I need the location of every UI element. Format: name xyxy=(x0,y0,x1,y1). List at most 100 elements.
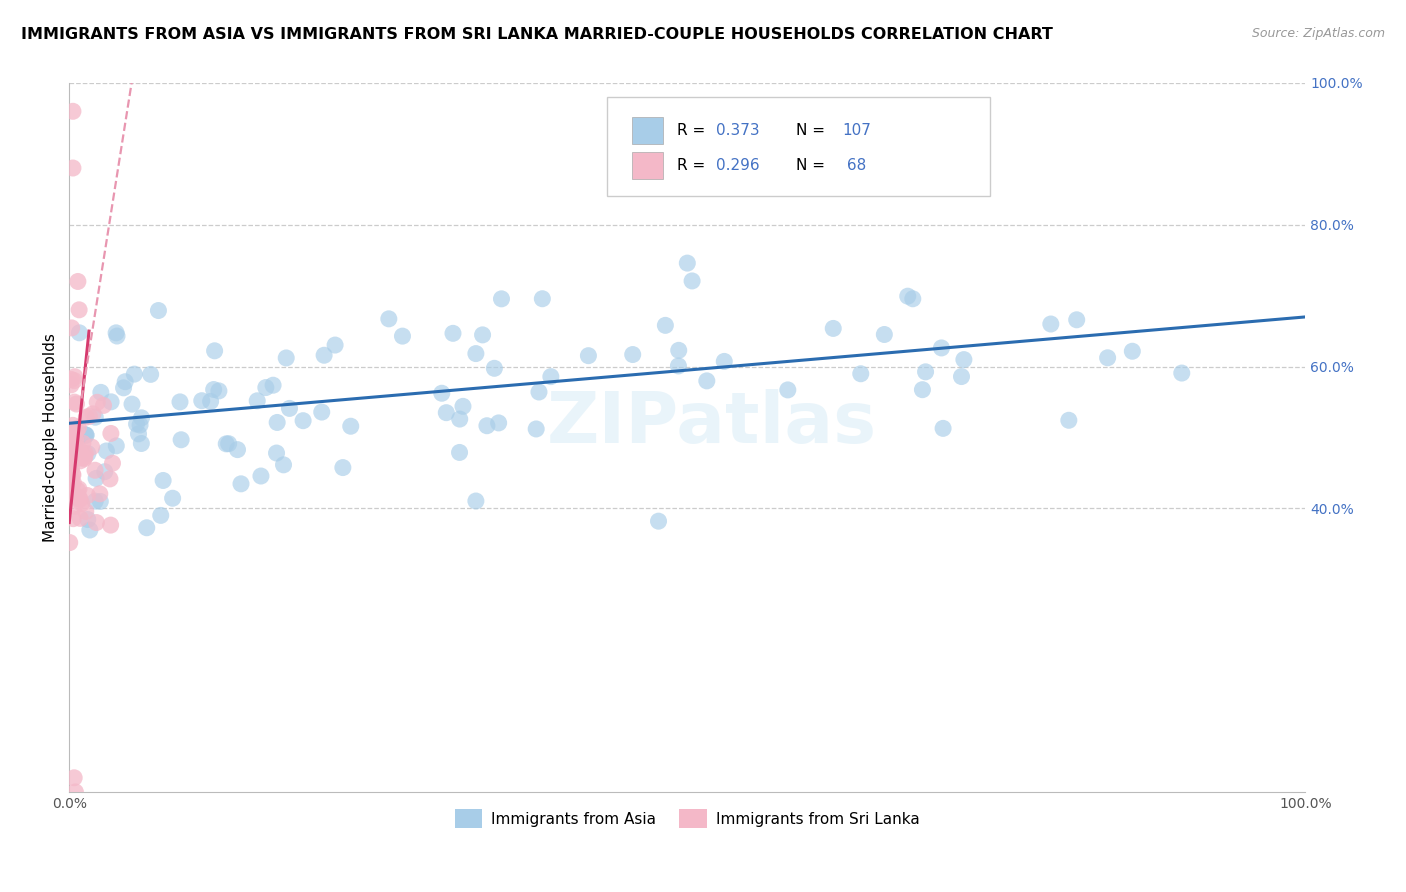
Point xyxy=(449,412,471,426)
Point xyxy=(254,380,277,394)
Point xyxy=(250,469,273,483)
Point xyxy=(75,428,97,442)
Point xyxy=(464,346,486,360)
Point xyxy=(125,417,148,431)
Point xyxy=(84,471,107,485)
Point xyxy=(63,374,86,388)
Point xyxy=(430,386,453,401)
Point xyxy=(67,442,90,456)
Legend: Immigrants from Asia, Immigrants from Sri Lanka: Immigrants from Asia, Immigrants from Sr… xyxy=(449,803,927,834)
Point xyxy=(67,326,90,340)
Point xyxy=(63,500,86,514)
Point xyxy=(873,327,896,342)
Point xyxy=(1097,351,1119,365)
Point xyxy=(914,365,936,379)
Point xyxy=(218,436,240,450)
Point xyxy=(86,516,108,530)
Point xyxy=(776,383,799,397)
Point xyxy=(59,535,82,549)
Point xyxy=(60,472,83,486)
Point xyxy=(713,354,735,368)
Point xyxy=(696,374,718,388)
Point xyxy=(65,489,87,503)
Point xyxy=(311,405,333,419)
Point xyxy=(60,461,83,475)
Point xyxy=(84,463,107,477)
Point xyxy=(62,511,84,525)
Point xyxy=(200,394,222,409)
Point xyxy=(59,432,82,446)
Point xyxy=(59,487,82,501)
Point xyxy=(65,785,87,799)
Point xyxy=(292,414,315,428)
Point xyxy=(63,451,86,466)
Point xyxy=(67,482,90,496)
Point xyxy=(931,341,953,355)
Point xyxy=(105,439,128,453)
Point xyxy=(464,494,486,508)
Point xyxy=(266,416,288,430)
Point xyxy=(72,436,94,450)
Point xyxy=(62,104,84,119)
Point xyxy=(112,381,135,395)
Point xyxy=(60,478,83,492)
Point xyxy=(246,393,269,408)
Point xyxy=(90,385,112,400)
Point xyxy=(86,395,108,409)
Point xyxy=(62,467,84,482)
Point xyxy=(63,395,86,409)
Point xyxy=(62,161,84,175)
Point xyxy=(105,329,128,343)
Point xyxy=(215,437,238,451)
Point xyxy=(72,450,94,465)
Point xyxy=(169,395,191,409)
Point xyxy=(66,451,89,466)
Text: 68: 68 xyxy=(842,159,866,173)
Point xyxy=(67,421,90,435)
Point xyxy=(540,369,562,384)
Point xyxy=(62,450,84,464)
Point xyxy=(527,384,550,399)
Point xyxy=(59,477,82,491)
Point xyxy=(96,444,118,458)
Point xyxy=(100,518,122,533)
Point xyxy=(84,494,107,508)
Point xyxy=(471,327,494,342)
Text: 0.373: 0.373 xyxy=(716,123,759,138)
Point xyxy=(63,771,86,785)
Point xyxy=(89,494,111,508)
Point xyxy=(314,348,336,362)
Text: R =: R = xyxy=(678,159,710,173)
Point xyxy=(101,456,124,470)
Point xyxy=(276,351,298,365)
Text: R =: R = xyxy=(678,123,710,138)
Point xyxy=(62,486,84,500)
Point xyxy=(449,445,471,459)
Point xyxy=(63,369,86,384)
Point xyxy=(139,368,162,382)
Point xyxy=(60,432,83,446)
Point xyxy=(73,451,96,466)
Point xyxy=(491,292,513,306)
Point xyxy=(170,433,193,447)
Point xyxy=(148,303,170,318)
Bar xyxy=(631,117,662,144)
Point xyxy=(62,475,84,490)
Point xyxy=(901,292,924,306)
Point xyxy=(76,512,98,526)
Point xyxy=(59,475,82,489)
Point xyxy=(950,369,973,384)
Point xyxy=(1057,413,1080,427)
Point xyxy=(80,440,103,454)
Point xyxy=(149,508,172,523)
Point xyxy=(73,427,96,442)
Point xyxy=(647,514,669,528)
Point xyxy=(60,372,83,386)
Point xyxy=(202,383,225,397)
Point xyxy=(75,428,97,442)
Point xyxy=(339,419,361,434)
Point xyxy=(59,448,82,462)
Point xyxy=(60,452,83,467)
Point xyxy=(129,417,152,432)
Point xyxy=(323,338,346,352)
